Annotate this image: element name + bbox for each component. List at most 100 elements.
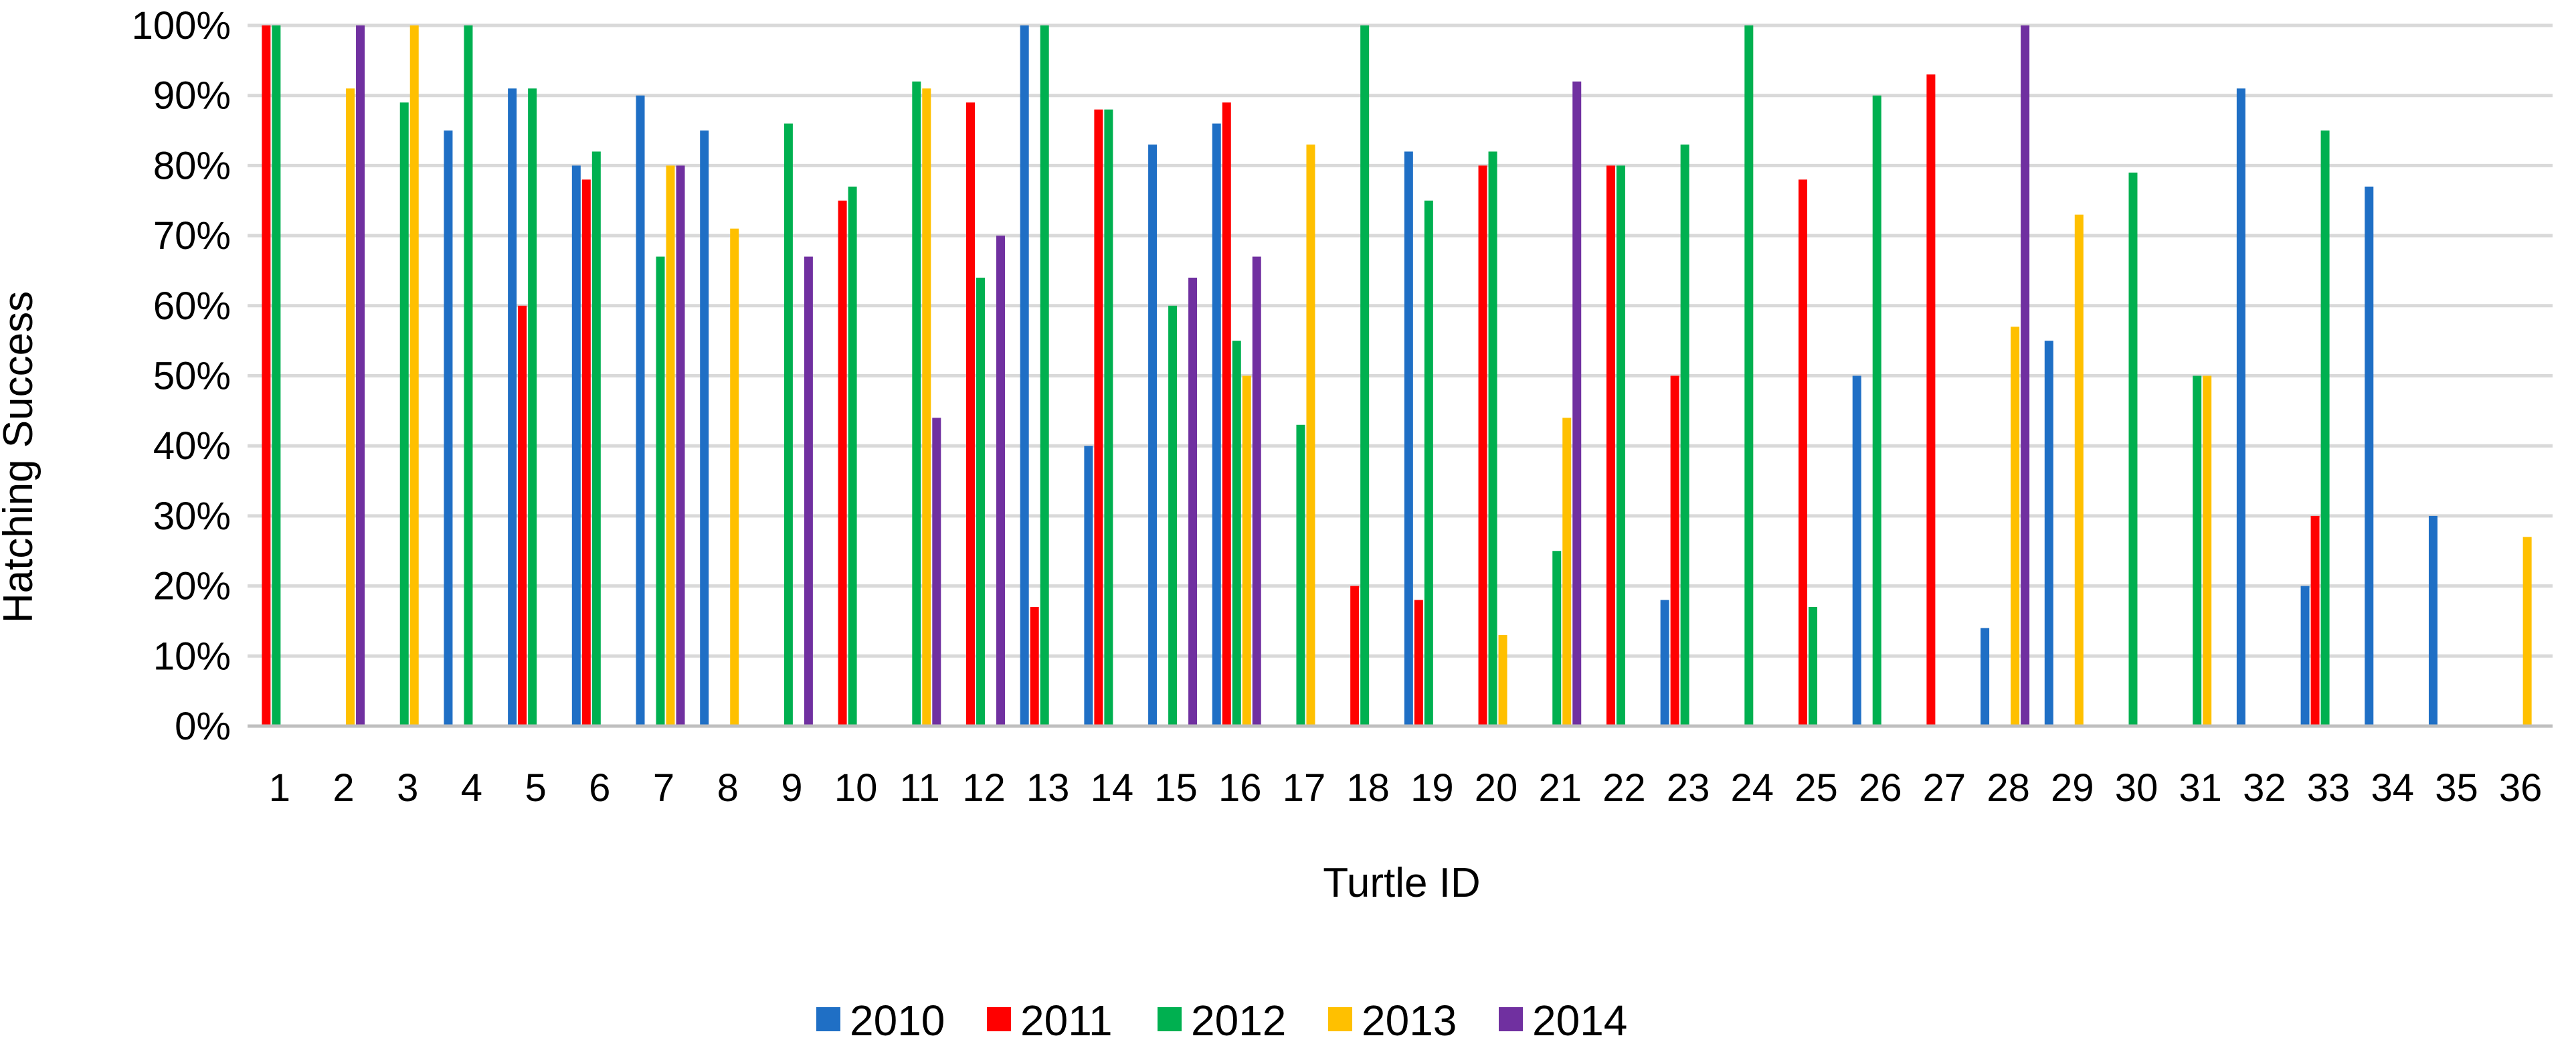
y-tick-label: 40% [153, 424, 231, 468]
bar-2010-turtle-32 [2236, 88, 2245, 727]
x-tick-label: 23 [1667, 766, 1710, 810]
bar-2012-turtle-26 [1872, 95, 1881, 726]
x-tick-label: 34 [2371, 766, 2415, 810]
x-tick-label: 22 [1602, 766, 1646, 810]
x-tick-label: 1 [269, 766, 290, 810]
x-tick-label: 2 [333, 766, 354, 810]
bar-2013-turtle-31 [2203, 375, 2212, 726]
x-tick-label: 14 [1091, 766, 1134, 810]
x-tick-label: 24 [1731, 766, 1774, 810]
x-tick-label: 20 [1475, 766, 1518, 810]
x-tick-label: 3 [397, 766, 418, 810]
bar-2012-turtle-3 [399, 102, 409, 727]
bars [252, 25, 2542, 727]
bar-2010-turtle-26 [1852, 375, 1861, 726]
bar-2013-turtle-3 [409, 25, 419, 726]
legend-label-2014: 2014 [1532, 996, 1627, 1045]
bar-2013-turtle-2 [346, 88, 355, 727]
bar-2013-turtle-16 [1242, 375, 1251, 726]
x-tick-label: 18 [1346, 766, 1390, 810]
bar-2012-turtle-20 [1488, 151, 1497, 726]
bar-2010-turtle-29 [2044, 341, 2053, 726]
legend-swatch-2011 [987, 1007, 1011, 1031]
bar-2011-turtle-27 [1926, 74, 1936, 727]
bar-2012-turtle-19 [1424, 200, 1433, 726]
bar-2013-turtle-36 [2522, 537, 2532, 726]
bar-2012-turtle-9 [784, 123, 793, 726]
y-tick-label: 100% [132, 4, 231, 48]
bar-2010-turtle-28 [1981, 628, 1990, 726]
bar-2010-turtle-15 [1148, 144, 1158, 727]
bar-2013-turtle-8 [730, 228, 739, 726]
bar-2012-turtle-21 [1552, 551, 1562, 726]
bar-2010-turtle-13 [1020, 25, 1029, 726]
bar-2010-turtle-14 [1084, 446, 1093, 726]
x-tick-label: 32 [2243, 766, 2286, 810]
y-tick-label: 10% [153, 634, 231, 678]
bar-2013-turtle-21 [1562, 418, 1572, 726]
bar-2011-turtle-23 [1670, 375, 1679, 726]
x-tick-label: 4 [461, 766, 482, 810]
y-tick-label: 30% [153, 495, 231, 538]
x-tick-label: 12 [962, 766, 1006, 810]
y-tick-label: 60% [153, 284, 231, 328]
bar-2012-turtle-11 [912, 81, 921, 726]
bar-2014-turtle-7 [676, 165, 685, 726]
legend-label-2010: 2010 [850, 996, 945, 1045]
x-tick-label: 5 [525, 766, 546, 810]
bar-2014-turtle-28 [2021, 25, 2030, 726]
y-tick-label: 80% [153, 144, 231, 187]
x-tick-label: 30 [2115, 766, 2158, 810]
x-tick-label: 9 [781, 766, 802, 810]
bar-2010-turtle-35 [2428, 515, 2437, 726]
legend-swatch-2013 [1328, 1007, 1352, 1031]
x-tick-label: 28 [1987, 766, 2030, 810]
y-tick-label: 70% [153, 214, 231, 258]
bar-2011-turtle-22 [1606, 165, 1615, 726]
bar-2014-turtle-2 [356, 25, 365, 726]
x-tick-label: 11 [900, 766, 940, 810]
bar-2011-turtle-18 [1350, 586, 1360, 726]
legend: 2010 2011 2012 2013 2014 [816, 996, 1627, 1045]
bar-2012-turtle-14 [1104, 109, 1113, 726]
bar-2011-turtle-1 [262, 25, 271, 726]
x-tick-label: 6 [589, 766, 610, 810]
bar-2014-turtle-16 [1252, 256, 1261, 726]
bar-2010-turtle-16 [1212, 123, 1221, 726]
x-tick-label: 27 [1923, 766, 1966, 810]
bar-2012-turtle-23 [1680, 144, 1689, 727]
bar-2012-turtle-4 [464, 25, 473, 726]
bar-2014-turtle-9 [804, 256, 813, 726]
bar-2012-turtle-5 [528, 88, 537, 727]
x-tick-label: 21 [1538, 766, 1582, 810]
bar-2013-turtle-29 [2074, 214, 2084, 726]
bar-2014-turtle-12 [996, 236, 1005, 727]
bar-2012-turtle-33 [2320, 130, 2330, 727]
bar-2013-turtle-11 [922, 88, 931, 727]
x-axis-title: Turtle ID [1323, 860, 1480, 906]
bar-2012-turtle-10 [848, 186, 857, 726]
legend-swatch-2010 [816, 1007, 840, 1031]
bar-2012-turtle-22 [1616, 165, 1625, 726]
bar-2012-turtle-15 [1168, 305, 1178, 726]
x-tick-label: 26 [1859, 766, 1902, 810]
bar-2010-turtle-5 [508, 88, 517, 727]
bar-2011-turtle-19 [1414, 600, 1423, 726]
bar-2012-turtle-13 [1040, 25, 1049, 726]
bar-2014-turtle-21 [1572, 81, 1582, 726]
bar-2012-turtle-12 [976, 277, 985, 726]
bar-2011-turtle-12 [965, 102, 975, 727]
bar-2011-turtle-6 [581, 179, 591, 727]
axes: 0%10%20%30%40%50%60%70%80%90%100%1 2 3 4 5 6 7… [132, 4, 2553, 810]
x-tick-label: 33 [2307, 766, 2351, 810]
bar-2011-turtle-20 [1478, 165, 1487, 726]
bar-2012-turtle-25 [1809, 607, 1818, 726]
bar-2011-turtle-25 [1799, 179, 1808, 727]
x-tick-label: 36 [2499, 766, 2543, 810]
bar-2013-turtle-20 [1498, 634, 1507, 726]
bar-2012-turtle-6 [591, 151, 601, 726]
x-tick-label: 13 [1026, 766, 1070, 810]
y-tick-label: 20% [153, 565, 231, 608]
